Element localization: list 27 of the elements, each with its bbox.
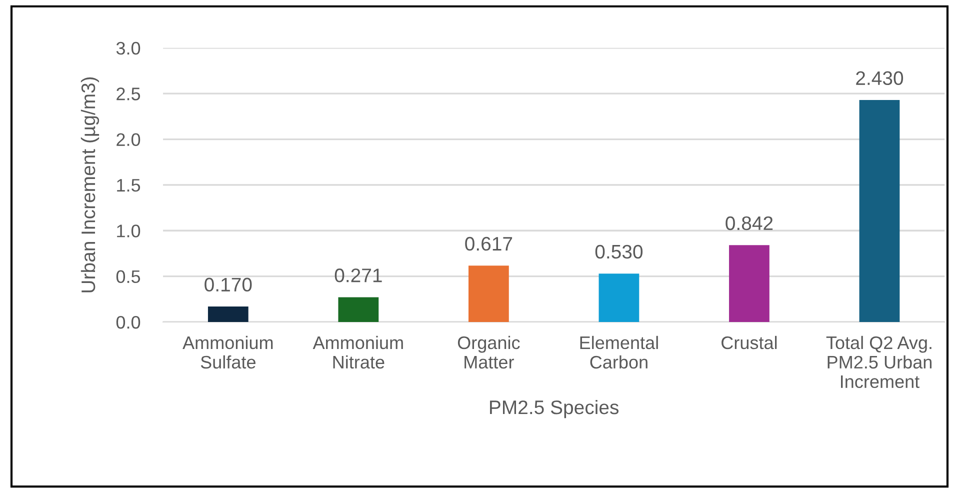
- text: 3.0: [116, 42, 140, 55]
- bar: [468, 266, 509, 322]
- data-label: 0.617: [465, 236, 512, 251]
- x-tick-label: Ammonium Sulfate: [182, 336, 273, 369]
- y-axis-title: Urban Increment (µg/m3): [80, 77, 100, 292]
- bar: [338, 297, 379, 322]
- text: 0.0: [116, 316, 140, 329]
- x-tick-label: Ammonium Nitrate: [312, 336, 403, 369]
- x-axis-title: PM2.5 Species: [490, 400, 619, 418]
- bar: [208, 306, 248, 322]
- data-label: 0.271: [334, 268, 382, 282]
- data-label: 0.842: [726, 216, 773, 230]
- text: 1.0: [117, 224, 140, 238]
- x-tick-label: Total Q2 Avg. PM2.5 Urban Increment: [826, 336, 932, 388]
- x-tick-label: Crustal: [722, 336, 777, 350]
- text: 2.5: [116, 88, 140, 100]
- data-label: 2.430: [856, 71, 904, 86]
- x-tick-label: Elemental Carbon: [580, 336, 658, 369]
- bar: [729, 245, 770, 322]
- data-label: 0.170: [204, 278, 252, 292]
- text: 1.5: [117, 179, 140, 192]
- text: 0.5: [116, 270, 140, 284]
- bar: [598, 274, 640, 322]
- text: 2.0: [116, 133, 140, 146]
- data-label: 0.530: [595, 244, 643, 259]
- x-tick-label: Organic Matter: [458, 336, 520, 369]
- bar: [859, 100, 900, 322]
